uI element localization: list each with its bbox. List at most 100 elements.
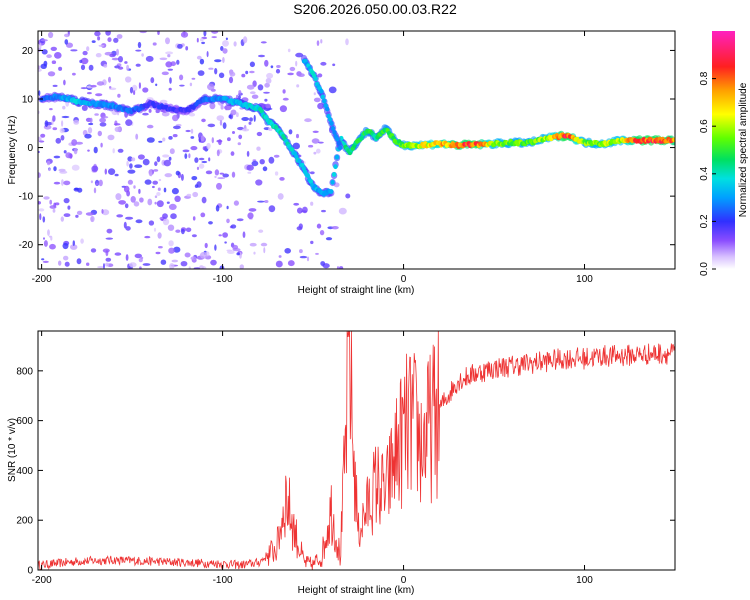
colorbar-gradient xyxy=(712,31,735,269)
noise-blob xyxy=(265,77,272,84)
noise-blob xyxy=(41,258,45,261)
noise-blob xyxy=(268,156,275,164)
spectral-ridge-point xyxy=(330,179,335,185)
noise-blob xyxy=(133,90,136,95)
noise-blob xyxy=(219,265,225,269)
noise-blob xyxy=(339,266,344,269)
noise-blob xyxy=(115,193,122,201)
noise-blob xyxy=(127,179,133,185)
noise-blob xyxy=(255,179,263,186)
noise-blob xyxy=(317,102,324,110)
noise-blob xyxy=(256,131,263,137)
noise-blob xyxy=(224,104,232,111)
noise-blob xyxy=(156,192,161,196)
noise-blob xyxy=(268,127,273,131)
noise-blob xyxy=(49,205,57,209)
noise-blob xyxy=(90,180,93,184)
noise-blob xyxy=(168,156,172,161)
noise-blob xyxy=(211,31,219,34)
noise-blob xyxy=(61,120,64,127)
noise-blob xyxy=(131,157,136,162)
noise-blob xyxy=(264,82,270,88)
noise-blob xyxy=(38,90,41,96)
noise-blob xyxy=(168,240,174,247)
noise-blob xyxy=(127,169,136,174)
noise-blob xyxy=(203,31,207,37)
noise-blob xyxy=(288,129,293,135)
spectrogram-ytick-label: 10 xyxy=(22,95,34,106)
noise-blob xyxy=(42,260,49,263)
noise-blob xyxy=(94,31,101,37)
noise-blob xyxy=(98,44,105,47)
noise-blob xyxy=(108,168,116,176)
noise-blob xyxy=(173,246,181,253)
noise-blob xyxy=(217,177,226,180)
noise-blob xyxy=(152,180,158,185)
noise-blob xyxy=(105,237,114,240)
noise-blob xyxy=(133,201,140,207)
noise-blob xyxy=(46,160,51,166)
noise-blob xyxy=(297,207,303,214)
noise-blob xyxy=(332,63,336,67)
noise-blob xyxy=(64,39,69,45)
noise-blob xyxy=(173,125,181,130)
noise-blob xyxy=(233,41,237,47)
noise-blob xyxy=(43,196,50,200)
noise-blob xyxy=(161,71,169,76)
noise-blob xyxy=(95,182,99,186)
noise-blob xyxy=(302,206,308,214)
noise-blob xyxy=(117,93,121,98)
noise-blob xyxy=(156,200,164,208)
noise-blob xyxy=(47,229,50,237)
noise-blob xyxy=(90,217,94,222)
noise-blob xyxy=(172,114,179,122)
noise-blob xyxy=(53,166,57,172)
noise-blob xyxy=(91,165,99,172)
noise-blob xyxy=(40,63,47,69)
noise-blob xyxy=(40,39,48,42)
noise-blob xyxy=(241,117,250,121)
noise-blob xyxy=(166,201,170,204)
noise-blob xyxy=(320,261,326,266)
noise-blob xyxy=(60,135,65,141)
noise-blob xyxy=(123,221,127,229)
noise-blob xyxy=(182,149,190,153)
colorbar-tick-label: 0.0 xyxy=(699,262,710,276)
noise-blob xyxy=(153,227,157,232)
noise-blob xyxy=(239,264,244,269)
noise-blob xyxy=(159,57,168,61)
figure-title: S206.2026.050.00.03.R22 xyxy=(293,1,457,17)
noise-blob xyxy=(304,118,312,123)
noise-blob xyxy=(134,253,142,259)
noise-blob xyxy=(284,248,292,254)
spectrogram-marks xyxy=(38,31,675,269)
noise-blob xyxy=(139,266,142,269)
noise-blob xyxy=(64,33,70,38)
spectrogram-ytick-label: 20 xyxy=(22,46,34,57)
noise-blob xyxy=(266,72,274,79)
noise-blob xyxy=(308,144,314,148)
noise-blob xyxy=(216,182,222,190)
noise-blob xyxy=(247,212,254,219)
noise-blob xyxy=(54,52,62,59)
noise-blob xyxy=(228,114,232,119)
noise-blob xyxy=(138,82,141,89)
spectral-branch-point xyxy=(330,125,336,131)
noise-blob xyxy=(218,234,222,237)
noise-blob xyxy=(222,48,228,54)
noise-blob xyxy=(62,255,69,261)
noise-blob xyxy=(139,31,147,34)
noise-blob xyxy=(190,146,198,151)
noise-blob xyxy=(75,141,83,145)
noise-blob xyxy=(175,229,181,233)
noise-blob xyxy=(97,130,103,137)
noise-blob xyxy=(177,43,183,49)
noise-blob xyxy=(70,153,73,159)
noise-blob xyxy=(155,251,161,255)
noise-blob xyxy=(318,141,324,144)
noise-blob xyxy=(309,171,315,175)
noise-blob xyxy=(171,187,179,195)
spectral-branch-point xyxy=(336,140,341,146)
noise-blob xyxy=(44,120,49,127)
